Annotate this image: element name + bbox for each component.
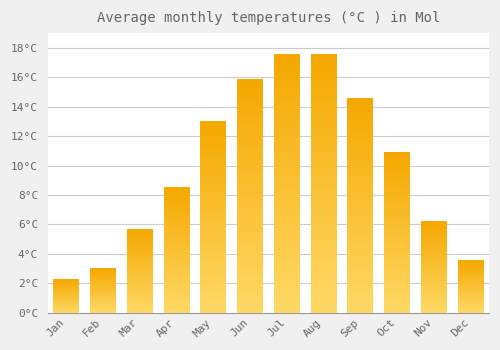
Title: Average monthly temperatures (°C ) in Mol: Average monthly temperatures (°C ) in Mo…	[96, 11, 440, 25]
